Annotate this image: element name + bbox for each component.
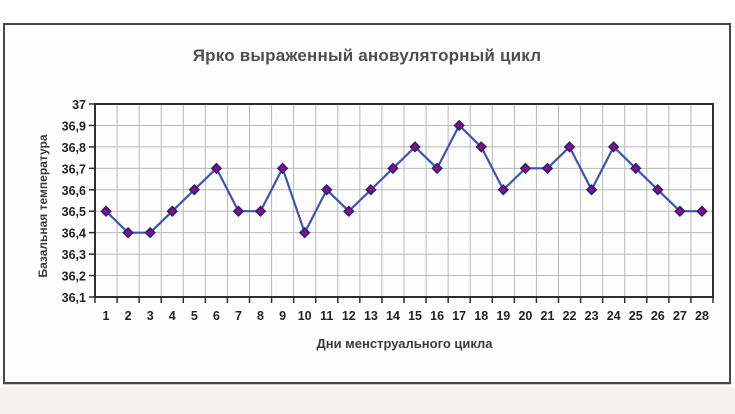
series-line [104,124,704,234]
data-point-marker [254,205,267,217]
data-point-marker [674,205,686,217]
data-point-marker [409,141,421,153]
data-point-marker [276,162,289,175]
y-tick-label: 36,1 [62,291,86,305]
x-tick-label: 2 [125,309,132,323]
x-tick-label: 11 [320,309,333,323]
x-tick-label: 28 [695,309,709,323]
x-tick-label: 16 [430,309,444,323]
data-point-marker [321,184,333,196]
x-tick-label: 9 [279,309,286,323]
x-tick-label: 20 [518,309,532,323]
data-point-marker [343,205,355,217]
page-background-strip [0,387,735,414]
x-tick-label: 10 [298,309,312,323]
x-tick-label: 24 [607,309,621,323]
data-point-marker [630,162,642,175]
data-point-marker [188,184,201,196]
x-tick-label: 18 [474,309,488,323]
y-tick-label: 36,9 [62,119,86,133]
x-tick-label: 8 [257,309,264,323]
x-tick-label: 15 [408,309,422,323]
y-tick-label: 36,8 [62,141,86,155]
x-tick-label: 4 [169,309,176,323]
data-point-marker [652,184,664,196]
y-tick-label: 37 [72,98,86,112]
x-tick-label: 21 [541,309,555,323]
y-tick-label: 36,7 [62,162,86,176]
y-tick-label: 36,3 [62,248,86,262]
x-tick-label: 6 [213,309,220,323]
data-point-marker [563,141,576,153]
data-point-marker [519,162,532,175]
x-tick-label: 17 [452,309,466,323]
data-point-marker [541,162,554,175]
x-tick-label: 25 [629,309,643,323]
x-tick-label: 14 [386,309,400,323]
data-point-marker [166,205,178,217]
x-tick-label: 27 [673,309,687,323]
chart-frame [3,23,731,384]
x-tick-label: 12 [342,309,356,323]
data-point-marker [100,205,112,217]
x-tick-label: 3 [147,309,154,323]
data-point-marker [232,205,245,217]
x-tick-label: 13 [364,309,378,323]
data-point-marker [696,205,708,217]
x-tick-label: 26 [651,309,665,323]
data-point-marker [144,226,156,239]
y-tick-label: 36,6 [62,184,86,198]
data-point-marker [210,162,223,175]
x-tick-label: 19 [496,309,510,323]
x-tick-label: 22 [563,309,577,323]
y-tick-label: 36,5 [62,205,86,219]
chart-title: Ярко выраженный ановуляторный цикл [192,46,542,65]
data-point-marker [607,141,620,153]
data-point-marker [365,184,377,196]
x-tick-label: 7 [235,309,242,323]
x-tick-label: 1 [103,309,110,323]
data-point-marker [453,119,465,132]
data-point-marker [431,162,443,175]
data-point-marker [475,141,487,153]
y-tick-label: 36,2 [62,270,86,284]
x-axis-title: Дни менструального цикла [316,336,493,351]
data-point-marker [497,184,510,196]
data-point-marker [122,226,134,239]
data-point-marker [585,184,598,196]
x-tick-label: 23 [585,309,599,323]
y-tick-label: 36,4 [62,227,86,241]
x-tick-label: 5 [191,309,198,323]
data-point-marker [298,226,311,239]
data-point-marker [387,162,399,175]
